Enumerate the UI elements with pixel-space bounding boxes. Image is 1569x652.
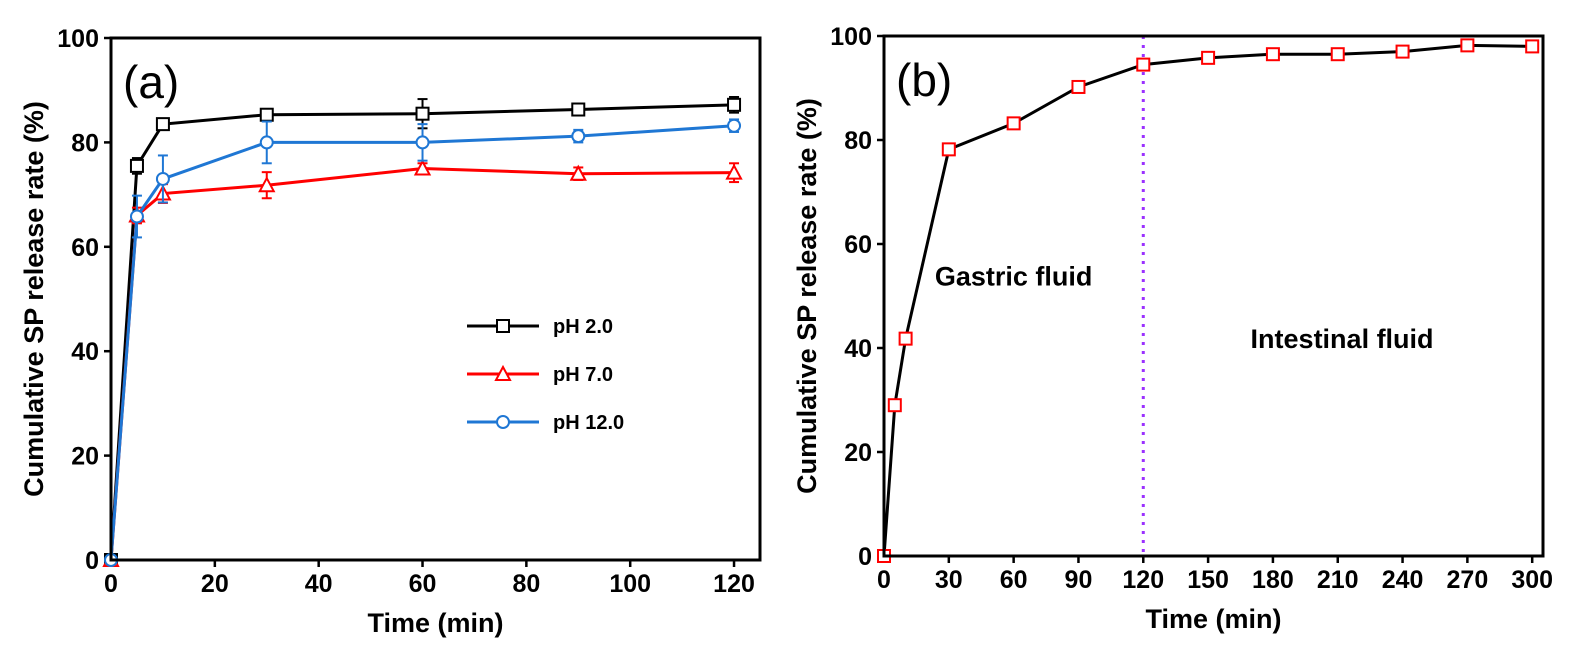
x-tick-label: 60 <box>1000 566 1028 594</box>
y-tick-label: 20 <box>844 439 872 467</box>
data-point <box>571 102 586 117</box>
x-tick-label: 20 <box>201 570 229 598</box>
data-point <box>941 142 956 157</box>
data-point <box>1071 79 1086 94</box>
data-point <box>415 106 430 121</box>
data-point <box>1136 57 1151 72</box>
y-tick-label: 100 <box>830 23 872 51</box>
data-point <box>1006 116 1021 131</box>
data-point <box>1395 44 1410 59</box>
x-tick-label: 100 <box>609 570 651 598</box>
data-point <box>155 171 170 186</box>
series-line <box>882 43 1533 557</box>
panel-label-a: (a) <box>123 56 179 108</box>
x-tick-label: 150 <box>1187 566 1229 594</box>
plot-frame-a <box>109 36 762 562</box>
x-tick-label: 270 <box>1447 566 1489 594</box>
chart-panel-a: 0 20 40 60 80 100 120 0 20 40 60 80 100 (a) Time (mi… <box>19 25 762 638</box>
x-tick-label: 300 <box>1511 566 1553 594</box>
x-tick-label: 240 <box>1382 566 1424 594</box>
series-line <box>109 166 735 561</box>
series-release <box>877 38 1540 563</box>
series-ph-2-0 <box>104 95 742 567</box>
y-tick-label: 80 <box>844 127 872 155</box>
data-point <box>258 176 276 193</box>
data-point <box>1460 38 1475 53</box>
data-point <box>1201 50 1216 65</box>
data-point <box>129 158 144 173</box>
series-ph-12-0 <box>104 118 742 567</box>
plot-frame-b <box>882 34 1545 558</box>
legend-item: pH 7.0 <box>467 364 613 386</box>
y-tick-label: 20 <box>71 443 99 471</box>
x-tick-label: 60 <box>409 570 437 598</box>
axis-ticks-a: 0 20 40 60 80 100 120 0 20 40 60 80 100 <box>57 25 755 598</box>
x-tick-label: 80 <box>512 570 540 598</box>
data-point <box>259 135 274 150</box>
y-tick-label: 60 <box>71 234 99 262</box>
series-group-a <box>102 95 743 567</box>
x-tick-label: 210 <box>1317 566 1359 594</box>
data-point <box>155 117 170 132</box>
legend-marker <box>496 319 510 333</box>
chart-panel-b: 0 30 60 90 120 150 180 210 240 270 300 0 20 40 60 80 100… <box>792 23 1553 634</box>
x-tick-label: 40 <box>305 570 333 598</box>
data-point <box>725 163 743 180</box>
data-point <box>129 209 144 224</box>
x-tick-label: 0 <box>877 566 891 594</box>
legend-item: pH 12.0 <box>467 412 624 434</box>
x-tick-label: 120 <box>713 570 755 598</box>
series-group-b <box>877 38 1540 563</box>
panel-label-b: (b) <box>896 54 952 106</box>
annotation-intestinal-fluid: Intestinal fluid <box>1251 324 1434 354</box>
data-point <box>1330 47 1345 62</box>
y-tick-label: 40 <box>71 338 99 366</box>
axis-ticks-b: 0 30 60 90 120 150 180 210 240 270 300 0 20 40 60 80 100 <box>830 23 1553 594</box>
y-tick-label: 80 <box>71 129 99 157</box>
y-tick-label: 60 <box>844 231 872 259</box>
x-axis-title-b: Time (min) <box>1145 604 1281 634</box>
data-point <box>415 135 430 150</box>
x-tick-label: 120 <box>1122 566 1164 594</box>
x-tick-label: 30 <box>935 566 963 594</box>
y-tick-label: 0 <box>858 543 872 571</box>
data-point <box>727 118 742 133</box>
data-point <box>413 159 432 176</box>
legend-label: pH 12.0 <box>553 412 624 434</box>
x-axis-title-a: Time (min) <box>367 608 503 638</box>
legend-marker <box>496 415 510 429</box>
y-tick-label: 100 <box>57 25 99 53</box>
legend-item: pH 2.0 <box>467 316 613 338</box>
legend-a: pH 2.0 pH 7.0 pH 12.0 <box>467 316 624 434</box>
legend-label: pH 2.0 <box>553 316 613 338</box>
y-axis-title-b: Cumulative SP release rate (%) <box>792 98 822 494</box>
data-point <box>898 331 913 346</box>
data-point <box>571 129 586 144</box>
data-point <box>1265 47 1280 62</box>
data-point <box>569 164 587 181</box>
y-tick-label: 40 <box>844 335 872 363</box>
series-ph-7-0 <box>102 159 743 567</box>
x-tick-label: 90 <box>1065 566 1093 594</box>
y-axis-title-a: Cumulative SP release rate (%) <box>19 101 49 497</box>
data-point <box>259 107 274 122</box>
data-point <box>727 97 742 112</box>
y-tick-label: 0 <box>85 547 99 575</box>
legend-label: pH 7.0 <box>553 364 613 386</box>
annotation-gastric-fluid: Gastric fluid <box>935 262 1093 292</box>
data-point <box>1525 39 1540 54</box>
legend-marker <box>494 364 512 381</box>
x-tick-label: 180 <box>1252 566 1294 594</box>
x-tick-label: 0 <box>104 570 118 598</box>
data-point <box>887 398 902 413</box>
